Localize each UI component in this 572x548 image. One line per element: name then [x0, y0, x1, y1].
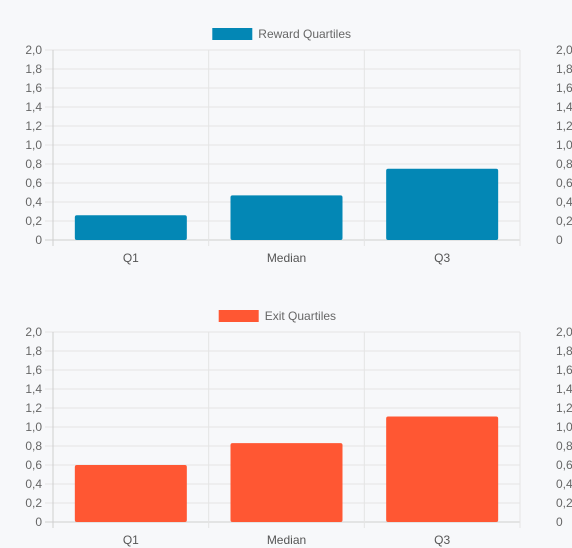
- right-y-tick-label: 0: [556, 233, 563, 247]
- right-y-tick-label: 0,6: [556, 176, 572, 190]
- legend-label: Exit Quartiles: [265, 309, 336, 323]
- bar-median[interactable]: Median: 0.47: [230, 195, 343, 240]
- right-y-tick-label: 1,6: [556, 363, 572, 377]
- legend-swatch: [218, 310, 259, 322]
- x-category-label: Q1: [123, 533, 139, 547]
- y-tick-label: 0,2: [25, 214, 42, 228]
- right-y-tick-label: 0: [556, 515, 563, 529]
- y-tick-label: 1,6: [25, 81, 42, 95]
- bar-q3[interactable]: Q3: 1.11: [386, 416, 499, 522]
- right-y-tick-label: 1,4: [556, 382, 572, 396]
- y-tick-label: 0,4: [25, 195, 42, 209]
- x-category-label: Q3: [434, 251, 450, 265]
- right-y-tick-label: 0,2: [556, 214, 572, 228]
- y-tick-label: 1,2: [25, 401, 42, 415]
- y-tick-label: 1,8: [25, 344, 42, 358]
- legend-swatch: [212, 28, 253, 40]
- right-y-tick-label: 1,0: [556, 420, 572, 434]
- right-y-tick-label: 1,2: [556, 119, 572, 133]
- right-y-tick-label: 1,4: [556, 100, 572, 114]
- right-y-tick-label: 0,4: [556, 477, 572, 491]
- right-y-tick-label: 0,8: [556, 439, 572, 453]
- x-category-label: Median: [267, 251, 306, 265]
- y-tick-label: 1,0: [25, 420, 42, 434]
- y-tick-label: 0,6: [25, 176, 42, 190]
- right-y-tick-label: 1,0: [556, 138, 572, 152]
- bar-median[interactable]: Median: 0.83: [230, 443, 343, 522]
- legend-label: Reward Quartiles: [258, 27, 351, 41]
- right-y-tick-label: 2,0: [556, 43, 572, 57]
- y-tick-label: 0,6: [25, 458, 42, 472]
- right-y-tick-label: 0,8: [556, 157, 572, 171]
- y-tick-label: 0: [35, 515, 42, 529]
- y-tick-label: 1,8: [25, 62, 42, 76]
- y-tick-label: 2,0: [25, 325, 42, 339]
- right-y-tick-label: 0,6: [556, 458, 572, 472]
- y-tick-label: 1,2: [25, 119, 42, 133]
- y-tick-label: 1,4: [25, 100, 42, 114]
- x-category-label: Median: [267, 533, 306, 547]
- bar-q3[interactable]: Q3: 0.75: [386, 168, 499, 240]
- y-tick-label: 1,0: [25, 138, 42, 152]
- y-tick-label: 0,8: [25, 157, 42, 171]
- y-tick-label: 0: [35, 233, 42, 247]
- legend[interactable]: Exit Quartiles: [218, 309, 336, 323]
- bar-q1[interactable]: Q1: 0.6: [74, 465, 187, 522]
- legend[interactable]: Reward Quartiles: [212, 27, 351, 41]
- right-y-tick-label: 1,8: [556, 62, 572, 76]
- x-category-label: Q1: [123, 251, 139, 265]
- right-y-tick-label: 0,4: [556, 195, 572, 209]
- right-y-tick-label: 1,6: [556, 81, 572, 95]
- y-tick-label: 1,4: [25, 382, 42, 396]
- exit-quartiles-chart: 2,0 1,8 1,6 1,4 1,2 1,0 0,8 0,6 0,4 0,2 0 2,0 1,8 1,6…: [25, 309, 572, 547]
- y-tick-label: 0,2: [25, 496, 42, 510]
- y-tick-label: 1,6: [25, 363, 42, 377]
- right-y-tick-label: 1,8: [556, 344, 572, 358]
- y-tick-label: 0,4: [25, 477, 42, 491]
- y-tick-label: 2,0: [25, 43, 42, 57]
- right-y-tick-label: 2,0: [556, 325, 572, 339]
- bar-q1[interactable]: Q1: 0.26: [74, 215, 187, 240]
- y-tick-label: 0,8: [25, 439, 42, 453]
- right-y-tick-label: 1,2: [556, 401, 572, 415]
- right-y-tick-label: 0,2: [556, 496, 572, 510]
- reward-quartiles-chart: 2,0 1,8 1,6 1,4 1,2 1,0 0,8 0,6 0,4 0,2 0 2,0 1,8 1,6…: [25, 27, 572, 265]
- x-category-label: Q3: [434, 533, 450, 547]
